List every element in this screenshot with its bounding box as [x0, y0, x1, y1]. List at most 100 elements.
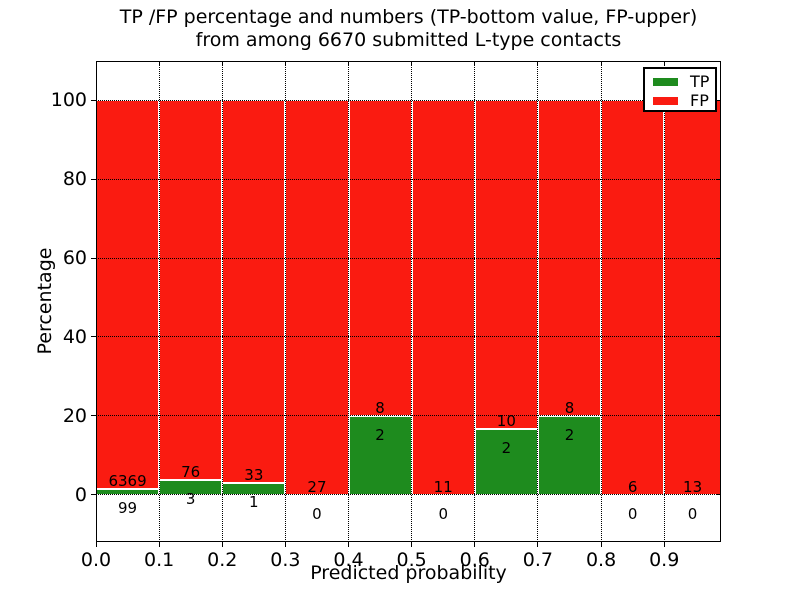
y-tick — [91, 336, 96, 338]
gridline-vertical — [600, 61, 602, 542]
tp-count-label: 3 — [185, 489, 196, 508]
fp-count-label: 76 — [181, 462, 201, 481]
gridline-horizontal — [96, 178, 721, 180]
gridline-vertical — [221, 61, 223, 542]
tp-bar — [159, 479, 223, 495]
gridline-horizontal — [96, 494, 721, 496]
x-tick-top — [474, 61, 476, 66]
legend-swatch-tp-icon — [653, 77, 678, 86]
fp-count-label: 8 — [375, 398, 385, 417]
legend-label-fp: FP — [690, 91, 709, 110]
fp-count-label: 33 — [244, 466, 264, 485]
fp-bar — [222, 100, 286, 484]
gridline-horizontal — [96, 99, 721, 101]
x-tick — [95, 542, 97, 547]
x-tick-label: 0.1 — [144, 549, 175, 571]
legend-item-fp: FP — [645, 91, 715, 110]
fp-count-label: 8 — [564, 398, 575, 417]
x-tick — [348, 542, 350, 547]
tp-bar — [537, 415, 602, 495]
x-tick — [474, 542, 476, 547]
fp-bar — [474, 100, 538, 429]
tp-count-label: 0 — [687, 504, 698, 523]
gridline-horizontal — [96, 336, 721, 338]
gridline-vertical — [663, 61, 665, 542]
x-tick-label: 0.9 — [649, 549, 680, 571]
y-tick-right — [716, 99, 721, 101]
x-tick-top — [95, 61, 97, 66]
x-tick — [411, 542, 413, 547]
fp-bar — [601, 100, 665, 495]
tp-bar — [348, 415, 412, 495]
x-tick-top — [663, 61, 665, 66]
y-tick — [91, 99, 96, 101]
y-axis-label: Percentage — [34, 247, 56, 355]
chart-title: TP /FP percentage and numbers (TP-bottom… — [96, 6, 721, 52]
gridline-vertical — [284, 61, 286, 542]
x-tick-top — [284, 61, 286, 66]
gridline-vertical — [537, 61, 539, 542]
y-tick-label: 0 — [74, 483, 87, 506]
legend-label-tp: TP — [690, 72, 710, 91]
x-tick — [221, 542, 223, 547]
legend-swatch-fp-icon — [653, 96, 678, 105]
x-tick-top — [600, 61, 602, 66]
fp-count-label: 10 — [496, 411, 516, 430]
tp-count-label: 1 — [249, 493, 259, 512]
x-tick — [600, 542, 602, 547]
tp-count-label: 0 — [312, 504, 322, 523]
fp-bar — [664, 100, 721, 495]
x-tick-label: 0.3 — [270, 549, 301, 571]
fp-bar — [411, 100, 475, 495]
x-tick — [284, 542, 286, 547]
chart-title-line-1: TP /FP percentage and numbers (TP-bottom… — [119, 6, 698, 28]
gridline-vertical — [411, 61, 413, 542]
gridline-horizontal — [96, 415, 721, 417]
gridline-horizontal — [96, 257, 721, 259]
y-tick — [91, 257, 96, 259]
x-tick-label: 0.8 — [585, 549, 617, 571]
y-tick-right — [716, 494, 721, 496]
legend-item-tp: TP — [645, 72, 715, 91]
x-axis-label: Predicted probability — [310, 562, 507, 584]
gridline-vertical — [348, 61, 350, 542]
y-tick-right — [716, 257, 721, 259]
x-tick-top — [158, 61, 160, 66]
fp-count-label: 13 — [683, 477, 703, 496]
x-tick-top — [221, 61, 223, 66]
x-tick-top — [411, 61, 413, 66]
gridline-vertical — [474, 61, 476, 542]
y-tick — [91, 415, 96, 417]
x-tick-top — [348, 61, 350, 66]
y-tick-right — [716, 178, 721, 180]
fp-bar — [285, 100, 349, 495]
x-tick — [537, 542, 539, 547]
x-tick-top — [537, 61, 539, 66]
y-tick-label: 40 — [62, 325, 87, 348]
fp-count-label: 27 — [307, 477, 327, 496]
y-tick-label: 60 — [62, 247, 87, 270]
x-tick — [158, 542, 160, 547]
tp-count-label: 2 — [375, 425, 385, 444]
legend: TP FP — [643, 67, 717, 112]
y-tick — [91, 178, 96, 180]
tp-bar — [474, 428, 538, 495]
chart-title-line-2: from among 6670 submitted L-type contact… — [195, 29, 622, 51]
fp-bar — [96, 100, 160, 489]
y-tick-label: 80 — [62, 168, 87, 191]
y-tick-label: 20 — [62, 404, 87, 427]
tp-count-label: 2 — [564, 425, 575, 444]
x-tick-label: 0.7 — [522, 549, 554, 571]
tp-count-label: 0 — [627, 504, 638, 523]
y-tick-right — [716, 336, 721, 338]
y-tick-label: 100 — [50, 89, 87, 112]
x-tick-label: 0.2 — [207, 549, 238, 571]
fp-bar — [159, 100, 223, 480]
tp-count-label: 0 — [438, 504, 448, 523]
y-tick — [91, 494, 96, 496]
y-tick-right — [716, 415, 721, 417]
fp-count-label: 11 — [433, 477, 453, 496]
tp-count-label: 99 — [118, 498, 138, 517]
x-tick-label: 0.0 — [80, 549, 112, 571]
